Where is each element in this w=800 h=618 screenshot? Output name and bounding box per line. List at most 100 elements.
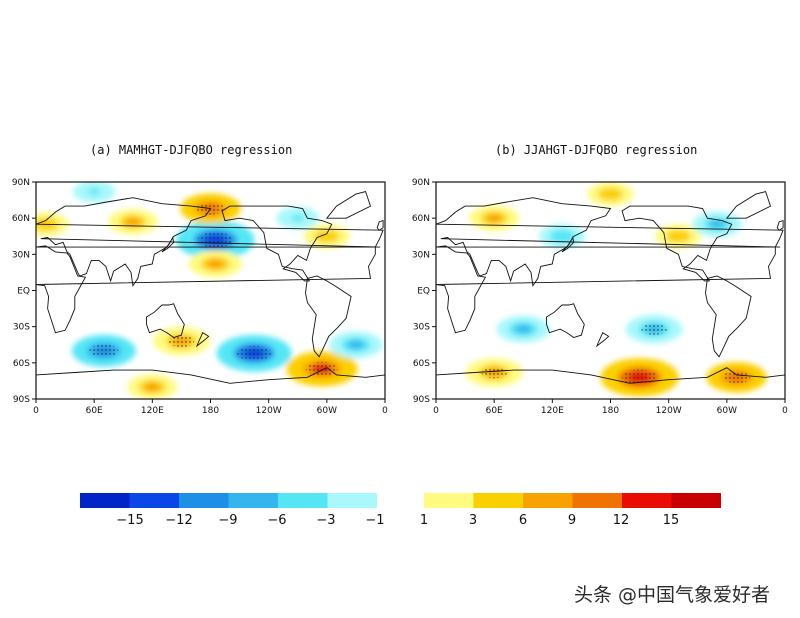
- anomaly-peak-canada-negative: [291, 214, 305, 222]
- coastline-7: [195, 332, 210, 348]
- anomaly-peak-south-atlantic-negative: [347, 340, 364, 349]
- anomaly-peak-canada-negative: [709, 220, 725, 229]
- coastline-9: [376, 219, 384, 231]
- x-tick-label: 60E: [86, 406, 103, 416]
- x-tick-label: 60E: [486, 406, 503, 416]
- coastline-5: [725, 191, 772, 219]
- x-tick-label: 0: [33, 406, 39, 416]
- colorbar: −15 −12 −9 −6 −3 −1 1 3 6 9 12 15: [80, 493, 721, 528]
- x-tick-label: 0: [382, 406, 388, 416]
- colorbar-positive-swatch: [622, 493, 672, 508]
- y-tick-label: 30S: [13, 323, 30, 333]
- coastline-8: [161, 236, 175, 253]
- panel-a-map: 0 60E 120E 180 120W 60W 0 90N 60N 30N EQ 30S 60S 90S: [12, 178, 388, 416]
- colorbar-tick-label: −3: [316, 513, 335, 528]
- coastline-9: [776, 219, 784, 231]
- y-tick-label: EQ: [17, 287, 30, 297]
- colorbar-tick-label: −9: [218, 513, 237, 528]
- y-tick-label: 60N: [12, 214, 30, 224]
- colorbar-negative-swatch: [278, 493, 328, 508]
- y-tick-label: 90N: [12, 178, 30, 188]
- anomaly-peak-arctic-negative: [87, 188, 101, 196]
- colorbar-tick-label: −6: [267, 513, 286, 528]
- x-tick-label: 120E: [141, 406, 164, 416]
- coastline-6: [436, 367, 785, 399]
- anomaly-peak-pacific-subtropical-positive: [207, 259, 224, 269]
- coastline-2: [546, 303, 585, 338]
- anomaly-peak-arctic-positive: [603, 190, 618, 198]
- colorbar-positive-swatch: [572, 493, 622, 508]
- colorbar-tick-label: −12: [165, 513, 192, 528]
- coastline-3: [221, 205, 333, 282]
- significance-australia-positive: [168, 335, 195, 347]
- x-tick-label: 60W: [717, 406, 737, 416]
- colorbar-tick-label: 6: [519, 513, 527, 528]
- colorbar-tick-label: −1: [365, 513, 384, 528]
- coastline-3: [621, 205, 733, 282]
- coastline-6: [36, 367, 385, 399]
- coastline-8: [561, 236, 575, 253]
- x-tick-label: 0: [433, 406, 439, 416]
- colorbar-tick-label: −15: [116, 513, 143, 528]
- y-tick-label: 30S: [413, 323, 430, 333]
- y-tick-label: 90S: [413, 395, 430, 405]
- colorbar-positive-swatch: [424, 493, 474, 508]
- colorbar-negative-swatch: [80, 493, 130, 508]
- significance-south-indian-negative: [89, 344, 119, 358]
- coastline-1: [436, 245, 776, 334]
- x-tick-label: 120W: [256, 406, 282, 416]
- colorbar-negative-swatch: [179, 493, 229, 508]
- significance-southern-ocean-positive: [481, 366, 507, 379]
- colorbar-tick-label: 1: [420, 513, 428, 528]
- anomaly-peak-antarctic-positive: [144, 383, 160, 391]
- colorbar-negative-swatch: [129, 493, 179, 508]
- x-tick-label: 60W: [317, 406, 337, 416]
- coastline-7: [595, 332, 610, 348]
- significance-north-pacific-low: [197, 232, 233, 248]
- y-tick-label: 60N: [412, 214, 430, 224]
- colorbar-tick-label: 9: [568, 513, 576, 528]
- panel-a-title: (a) MAMHGT-DJFQBO regression: [90, 143, 293, 157]
- coastline-0: [436, 197, 784, 287]
- significance-south-pacific-negative: [641, 323, 667, 335]
- colorbar-tick-label: 3: [469, 513, 477, 528]
- y-tick-label: 30N: [412, 250, 430, 260]
- colorbar-positive-swatch: [473, 493, 523, 508]
- anomaly-peak-north-america-positive: [319, 232, 334, 240]
- coastline-0: [36, 197, 384, 287]
- y-tick-label: 30N: [12, 250, 30, 260]
- y-tick-label: 60S: [13, 359, 30, 369]
- y-tick-label: 60S: [413, 359, 430, 369]
- colorbar-negative-swatch: [327, 493, 377, 508]
- anomaly-peak-eurasia-positive: [486, 214, 502, 223]
- y-tick-label: 90S: [13, 395, 30, 405]
- coastline-4: [305, 275, 352, 358]
- colorbar-positive-swatch: [523, 493, 573, 508]
- x-tick-label: 180: [202, 406, 219, 416]
- y-tick-label: EQ: [417, 287, 430, 297]
- panel-b-title: (b) JJAHGT-DJFQBO regression: [495, 143, 698, 157]
- anomaly-peak-north-pacific-positive: [671, 232, 686, 240]
- x-tick-label: 120E: [541, 406, 564, 416]
- coastline-5: [325, 191, 372, 219]
- colorbar-positive-swatch: [671, 493, 721, 508]
- significance-south-pacific-negative: [237, 345, 271, 361]
- y-tick-label: 90N: [412, 178, 430, 188]
- significance-weddell-positive: [722, 371, 751, 384]
- colorbar-tick-label: 12: [613, 513, 630, 528]
- coastline-4: [705, 275, 752, 358]
- coastline-2: [146, 303, 185, 338]
- significance-drake-positive: [305, 361, 339, 376]
- x-tick-label: 120W: [656, 406, 682, 416]
- anomaly-peak-south-indian-negative: [515, 324, 532, 334]
- x-tick-label: 180: [602, 406, 619, 416]
- watermark: 头条 @中国气象爱好者: [574, 584, 771, 606]
- coastline-1: [36, 245, 376, 334]
- colorbar-tick-label: 15: [663, 513, 680, 528]
- anomaly-peak-east-asia-negative: [555, 232, 569, 240]
- panel-b-map: 0 60E 120E 180 120W 60W 0 90N 60N 30N EQ 30S 60S 90S: [412, 178, 788, 416]
- anomaly-peak-siberia-positive: [125, 217, 141, 226]
- colorbar-negative-swatch: [228, 493, 278, 508]
- x-tick-label: 0: [782, 406, 788, 416]
